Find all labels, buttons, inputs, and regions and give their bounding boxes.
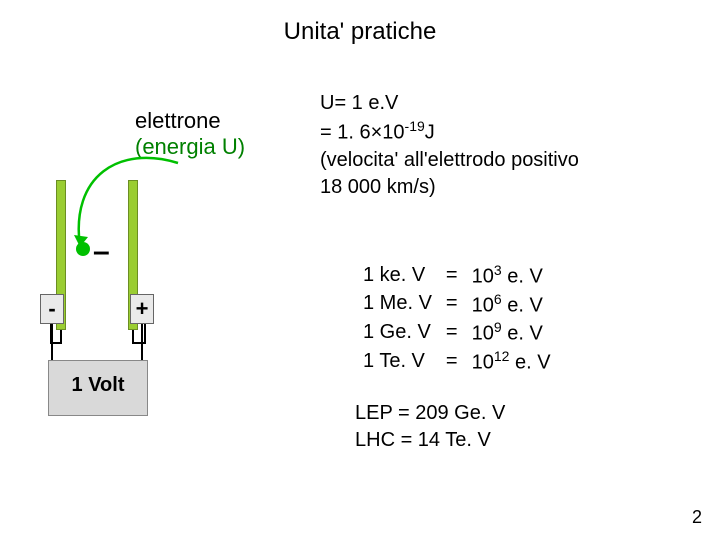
unit-rhs: 103 e. V — [466, 262, 557, 289]
lep-line: LEP = 209 Ge. V — [355, 400, 505, 427]
electron-label-block: elettrone (energia U) — [135, 108, 245, 160]
unit-lhs: 1 Ge. V — [357, 319, 438, 346]
electron-label: elettrone — [135, 108, 245, 134]
unit-rhs: 109 e. V — [466, 319, 557, 346]
battery-label: 1 Volt — [40, 374, 156, 397]
u-def-line2: = 1. 6×10-19J — [320, 117, 579, 147]
table-row: 1 ke. V=103 e. V — [357, 262, 557, 289]
table-row: 1 Ge. V=109 e. V — [357, 319, 557, 346]
table-row: 1 Te. V=1012 e. V — [357, 348, 557, 375]
accelerators-block: LEP = 209 Ge. V LHC = 14 Te. V — [355, 400, 505, 454]
electron-dot — [76, 242, 90, 256]
wire — [141, 324, 143, 360]
lhc-line: LHC = 14 Te. V — [355, 427, 505, 454]
units-table: 1 ke. V=103 e. V1 Me. V=106 e. V1 Ge. V=… — [355, 260, 559, 377]
unit-lhs: 1 ke. V — [357, 262, 438, 289]
wire — [51, 324, 53, 360]
table-row: 1 Me. V=106 e. V — [357, 291, 557, 318]
unit-rhs: 1012 e. V — [466, 348, 557, 375]
u-def-line4: 18 000 km/s) — [320, 174, 579, 201]
electron-minus-sign: – — [93, 235, 110, 269]
electron-energy-label: (energia U) — [135, 134, 245, 160]
minus-terminal: - — [40, 294, 64, 324]
u-definition-block: U= 1 e.V = 1. 6×10-19J (velocita' all'el… — [320, 90, 579, 201]
unit-eq: = — [440, 348, 464, 375]
u-def-line3: (velocita' all'elettrodo positivo — [320, 147, 579, 174]
page-title: Unita' pratiche — [0, 18, 720, 46]
capacitor-diagram: – - + 1 Volt — [20, 180, 210, 440]
unit-eq: = — [440, 262, 464, 289]
unit-eq: = — [440, 319, 464, 346]
unit-rhs: 106 e. V — [466, 291, 557, 318]
plus-terminal: + — [130, 294, 154, 324]
page-number: 2 — [692, 507, 702, 528]
unit-eq: = — [440, 291, 464, 318]
u-def-line1: U= 1 e.V — [320, 90, 579, 117]
unit-lhs: 1 Te. V — [357, 348, 438, 375]
unit-lhs: 1 Me. V — [357, 291, 438, 318]
